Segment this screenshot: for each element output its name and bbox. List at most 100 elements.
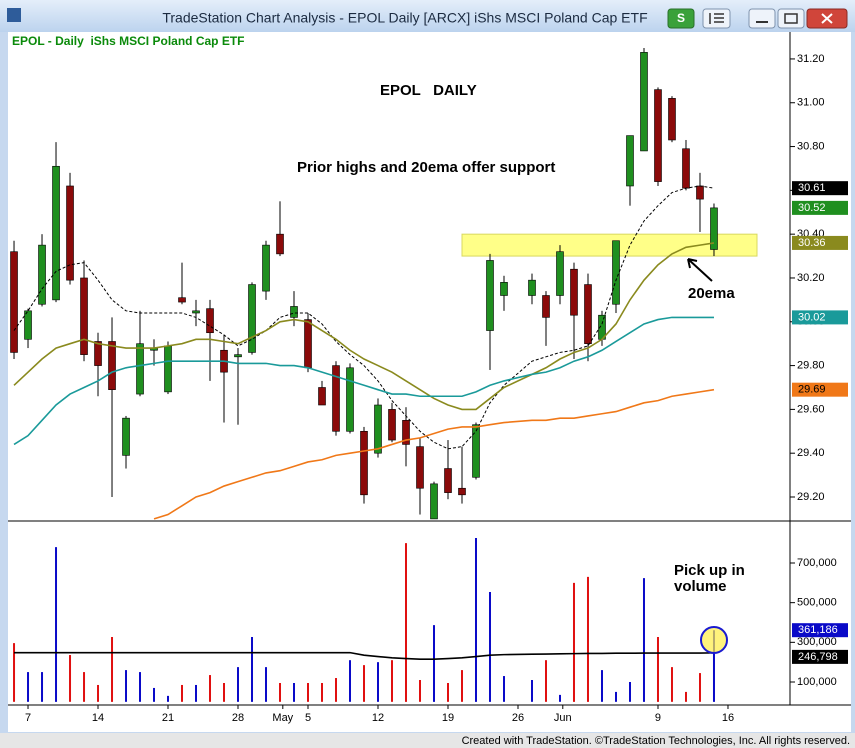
candle-body	[304, 319, 312, 369]
candle-body	[640, 52, 648, 152]
candle-body	[696, 185, 704, 200]
maximize-button[interactable]	[777, 8, 805, 29]
candle-body	[430, 483, 438, 520]
candle-body	[668, 98, 676, 141]
support-zone	[461, 233, 758, 257]
candle-body	[682, 148, 690, 189]
strategy-button-label: S	[677, 11, 685, 25]
x-tick-label: 12	[372, 712, 384, 724]
value-box-label: 30.02	[798, 311, 826, 323]
x-tick-label: 5	[305, 712, 311, 724]
x-tick-label: May	[272, 712, 293, 724]
candle-body	[570, 268, 578, 316]
candle-body	[444, 468, 452, 493]
value-box	[792, 310, 848, 325]
candle-body	[626, 135, 634, 187]
candle-body	[122, 417, 130, 456]
y-tick-label: 30.20	[797, 272, 825, 284]
candle-body	[318, 387, 326, 406]
candle-body	[612, 240, 620, 305]
candle-body	[500, 282, 508, 296]
x-tick-label: 26	[512, 712, 524, 724]
moving-average	[13, 316, 714, 446]
candle-body	[94, 341, 102, 366]
candle-body	[332, 365, 340, 432]
value-box	[792, 235, 848, 250]
candle-body	[136, 343, 144, 395]
candle-body	[276, 233, 284, 255]
annotation-volume-line: Pick up in	[674, 562, 745, 579]
value-box	[792, 181, 848, 196]
close-icon	[821, 13, 833, 24]
value-box	[792, 200, 848, 215]
volume-tick-label: 300,000	[797, 636, 837, 648]
candle-body	[178, 297, 186, 303]
candle-body	[528, 279, 536, 296]
x-tick-label: 16	[722, 712, 734, 724]
candle-body	[458, 487, 466, 496]
y-tick-label: 29.20	[797, 491, 825, 503]
candle-body	[248, 284, 256, 353]
y-tick-label: 30.80	[797, 140, 825, 152]
annotation-heading: EPOL DAILY	[380, 82, 477, 99]
volume-tick-label: 700,000	[797, 557, 837, 569]
value-box	[792, 382, 848, 397]
x-tick-label: 21	[162, 712, 174, 724]
app-icon	[7, 8, 21, 22]
annotation-ema: 20ema	[688, 285, 735, 302]
candle-body	[402, 420, 410, 445]
value-box-label: 361,186	[798, 624, 838, 636]
candle-body	[24, 310, 32, 340]
candle-body	[556, 251, 564, 296]
volume-tick-label: 100,000	[797, 676, 837, 688]
candle-body	[206, 308, 214, 334]
value-box-label: 30.52	[798, 202, 826, 214]
x-tick-label: 7	[25, 712, 31, 724]
y-tick-label: 29.40	[797, 447, 825, 459]
value-box-label: 30.36	[798, 237, 826, 249]
annotation-support: Prior highs and 20ema offer support	[297, 159, 555, 176]
volume-highlight	[700, 626, 728, 654]
candle-body	[38, 244, 46, 305]
footer-bar	[0, 733, 855, 748]
candle-body	[108, 341, 116, 390]
y-tick-label: 31.20	[797, 53, 825, 65]
x-tick-label: 9	[655, 712, 661, 724]
chart-header: EPOL - Daily iShs MSCI Poland Cap ETF	[12, 34, 244, 48]
candle-body	[10, 251, 18, 353]
y-tick-label: 31.00	[797, 97, 825, 109]
moving-average	[153, 388, 715, 520]
menu-icon	[709, 13, 724, 24]
candle-body	[486, 260, 494, 331]
candle-body	[262, 244, 270, 292]
footer: Created with TradeStation. ©TradeStation…	[462, 735, 850, 747]
chart-area	[8, 32, 851, 732]
volume-tick-label: 500,000	[797, 597, 837, 609]
value-box-label: 29.69	[798, 384, 826, 396]
value-box	[792, 649, 848, 664]
y-tick-label: 29.60	[797, 403, 825, 415]
candle-body	[80, 277, 88, 355]
moving-average	[13, 185, 715, 450]
candle-body	[654, 89, 662, 182]
candle-body	[290, 306, 298, 318]
minimize-button[interactable]	[748, 8, 776, 29]
candle-body	[52, 165, 60, 301]
candle-body	[542, 295, 550, 318]
candle-body	[66, 185, 74, 281]
candle-body	[472, 424, 480, 478]
x-tick-label: 14	[92, 712, 104, 724]
candle-body	[388, 409, 396, 441]
annotation-volume-line: volume	[674, 578, 727, 595]
annotation-arrow	[687, 258, 713, 282]
value-box-label: 30.61	[798, 182, 826, 194]
candle-body	[374, 404, 382, 454]
x-tick-label: 28	[232, 712, 244, 724]
candle-body	[192, 310, 200, 314]
candle-body	[710, 207, 718, 250]
strategy-button[interactable]	[667, 8, 695, 29]
candle-body	[346, 367, 354, 432]
candle-body	[584, 284, 592, 344]
volume-average	[14, 651, 714, 660]
